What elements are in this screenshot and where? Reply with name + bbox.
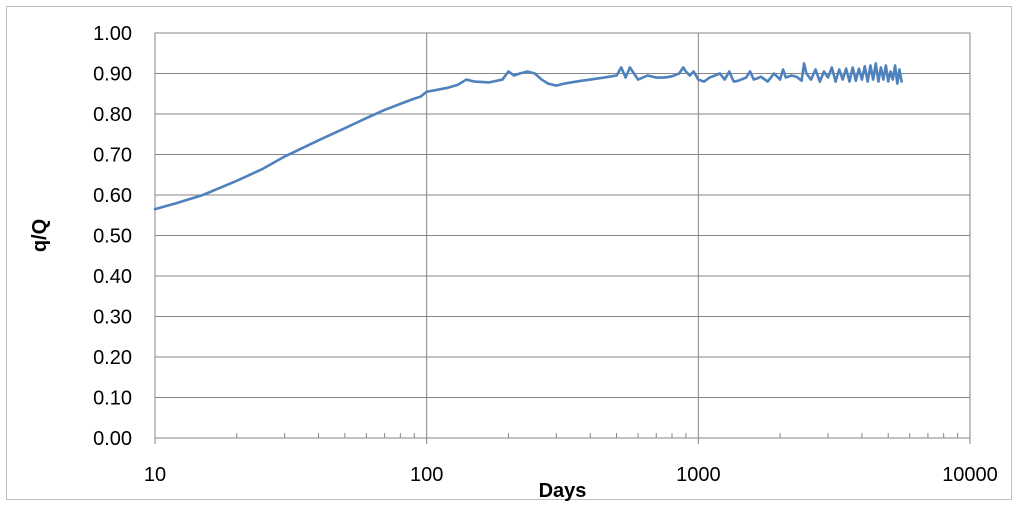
y-tick-label: 0.50 bbox=[93, 226, 132, 248]
y-tick-label: 1.00 bbox=[93, 23, 132, 45]
y-tick-label: 0.40 bbox=[93, 266, 132, 288]
y-tick-label: 0.20 bbox=[93, 347, 132, 369]
x-tick-label: 100 bbox=[410, 464, 443, 486]
y-tick-label: 0.30 bbox=[93, 307, 132, 329]
x-tick-label: 1000 bbox=[676, 464, 721, 486]
minor-tick-layer bbox=[236, 433, 959, 438]
series-line bbox=[153, 62, 903, 211]
x-tick-label: 10000 bbox=[942, 464, 998, 486]
x-tick-label: 10 bbox=[144, 464, 166, 486]
y-tick-label: 0.90 bbox=[93, 64, 132, 86]
x-axis-title: Days bbox=[539, 480, 587, 502]
plot-area-border bbox=[154, 32, 971, 439]
grid-layer bbox=[154, 32, 971, 444]
y-axis-title: q/Q bbox=[29, 219, 51, 252]
chart-frame bbox=[6, 6, 1012, 500]
y-tick-label: 0.70 bbox=[93, 145, 132, 167]
y-tick-label: 0.80 bbox=[93, 104, 132, 126]
y-tick-label: 0.60 bbox=[93, 185, 132, 207]
y-tick-labels: 0.00 0.10 0.20 0.30 0.40 0.50 0.60 0.70 0.80 0.90… bbox=[93, 23, 132, 450]
x-tick-labels: 10 100 1000 10000 bbox=[144, 464, 998, 486]
y-tick-label: 0.10 bbox=[93, 388, 132, 410]
y-tick-label: 0.00 bbox=[93, 428, 132, 450]
